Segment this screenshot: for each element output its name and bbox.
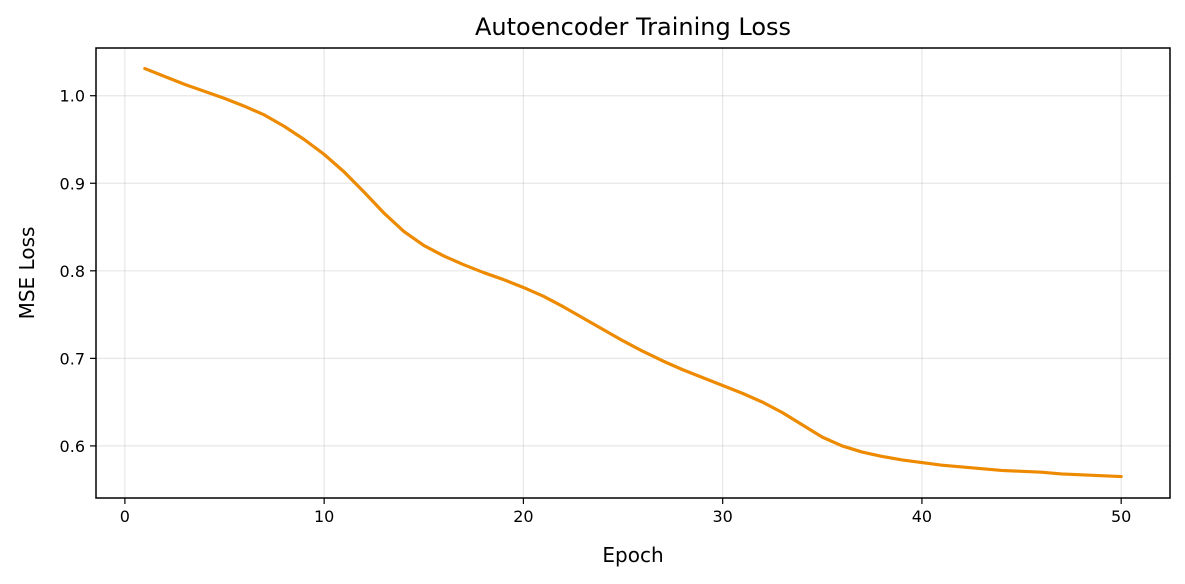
series-layer	[143, 66, 1123, 479]
grid	[96, 48, 1170, 498]
y-tick-label: 0.9	[60, 174, 85, 193]
y-tick-label: 0.8	[60, 262, 85, 281]
y-tick-label: 0.7	[60, 349, 85, 368]
x-tick-label: 20	[513, 507, 533, 526]
x-tick-label: 0	[120, 507, 130, 526]
loss-line	[143, 66, 1123, 479]
plot-frame	[95, 47, 1171, 499]
y-axis-title: MSE Loss	[15, 227, 39, 320]
x-tick-label: 40	[912, 507, 932, 526]
ticks: 0 10 20 30 40 50 0.6 0.7 0.8 0.9 1.0	[60, 87, 1132, 526]
x-tick-label: 30	[712, 507, 732, 526]
x-tick-label: 50	[1111, 507, 1131, 526]
x-axis-title: Epoch	[602, 543, 663, 567]
chart-title: Autoencoder Training Loss	[475, 13, 791, 41]
y-tick-label: 1.0	[60, 87, 85, 106]
x-tick-label: 10	[314, 507, 334, 526]
y-tick-label: 0.6	[60, 437, 85, 456]
